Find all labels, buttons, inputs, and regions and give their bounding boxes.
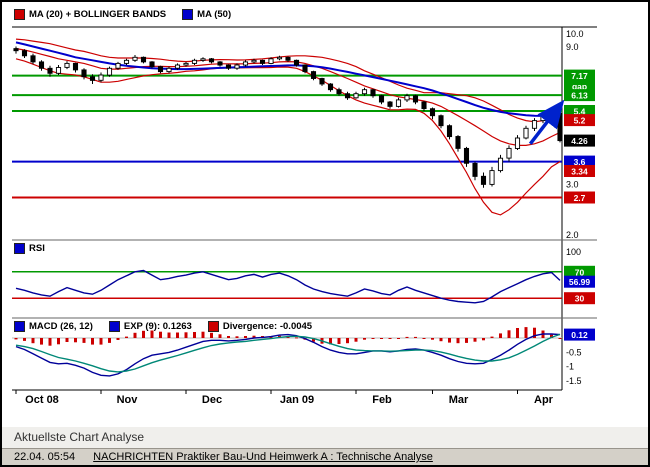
svg-text:7.17: 7.17 (571, 71, 588, 81)
chart-frame (12, 26, 597, 391)
legend-rsi: RSI (14, 243, 45, 254)
svg-text:5.4: 5.4 (574, 107, 586, 117)
svg-text:3.0: 3.0 (566, 179, 579, 189)
exp-swatch-icon (108, 321, 120, 332)
macd-panel (12, 327, 562, 377)
rsi-panel (12, 269, 562, 304)
news-timestamp: 22.04. 05:54 (14, 451, 76, 463)
macd-swatch-icon (14, 321, 25, 332)
svg-text:3.6: 3.6 (574, 157, 586, 167)
ma50-swatch-icon (182, 9, 194, 20)
svg-text:56.99: 56.99 (569, 277, 591, 287)
svg-text:-1.5: -1.5 (566, 376, 582, 386)
legend-ma20-bollinger: MA (20) + BOLLINGER BANDS (14, 9, 166, 20)
svg-text:3.34: 3.34 (571, 167, 588, 177)
legend-exp: EXP (9): 0.1263 (108, 321, 192, 332)
svg-text:Jan 09: Jan 09 (280, 394, 314, 406)
svg-text:Mar: Mar (449, 394, 469, 406)
price-panel (12, 38, 565, 216)
rsi-panel-legend: RSI (14, 243, 45, 254)
svg-text:4.26: 4.26 (571, 136, 588, 146)
month-axis: Oct 08 Nov Dec Jan 09 Feb Mar Apr (15, 390, 554, 406)
svg-text:Feb: Feb (372, 394, 392, 406)
svg-text:Oct 08: Oct 08 (25, 394, 59, 406)
svg-text:2.7: 2.7 (574, 193, 586, 203)
legend-macd-label: MACD (26, 12) (29, 321, 93, 332)
svg-text:5.2: 5.2 (574, 116, 586, 126)
svg-text:6.13: 6.13 (571, 91, 588, 101)
price-panel-legend: MA (20) + BOLLINGER BANDS MA (50) (14, 9, 231, 20)
legend-exp-label: EXP (9): 0.1263 (123, 321, 192, 332)
legend-ma50-label: MA (50) (197, 9, 232, 20)
legend-ma20-bollinger-label: MA (20) + BOLLINGER BANDS (29, 9, 167, 20)
rsi-swatch-icon (14, 243, 25, 254)
ma20-bollinger-swatch-icon (14, 9, 25, 20)
news-bar: 22.04. 05:54 NACHRICHTEN Praktiker Bau-U… (2, 448, 648, 465)
svg-text:9.0: 9.0 (566, 42, 579, 52)
legend-divergence-label: Divergence: -0.0045 (222, 321, 313, 332)
svg-text:-0.5: -0.5 (566, 347, 582, 357)
svg-text:100: 100 (566, 247, 581, 257)
svg-text:Nov: Nov (117, 394, 139, 406)
svg-text:gap: gap (572, 81, 587, 91)
legend-macd: MACD (26, 12) (14, 321, 93, 332)
svg-text:10.0: 10.0 (566, 29, 584, 39)
macd-panel-legend: MACD (26, 12) EXP (9): 0.1263 Divergence… (14, 321, 312, 332)
svg-text:2.0: 2.0 (566, 230, 579, 240)
svg-text:0.12: 0.12 (571, 330, 588, 340)
svg-text:70: 70 (575, 267, 585, 277)
svg-text:Dec: Dec (202, 394, 222, 406)
legend-rsi-label: RSI (29, 243, 45, 254)
analysis-section-title: Aktuellste Chart Analyse (2, 427, 648, 448)
svg-text:Apr: Apr (534, 394, 554, 406)
news-link[interactable]: NACHRICHTEN Praktiker Bau-Und Heimwerk A… (93, 451, 433, 463)
divergence-swatch-icon (207, 321, 219, 332)
legend-ma50: MA (50) (182, 9, 231, 20)
svg-text:-1: -1 (566, 362, 574, 372)
legend-divergence: Divergence: -0.0045 (207, 321, 313, 332)
svg-text:30: 30 (575, 294, 585, 304)
